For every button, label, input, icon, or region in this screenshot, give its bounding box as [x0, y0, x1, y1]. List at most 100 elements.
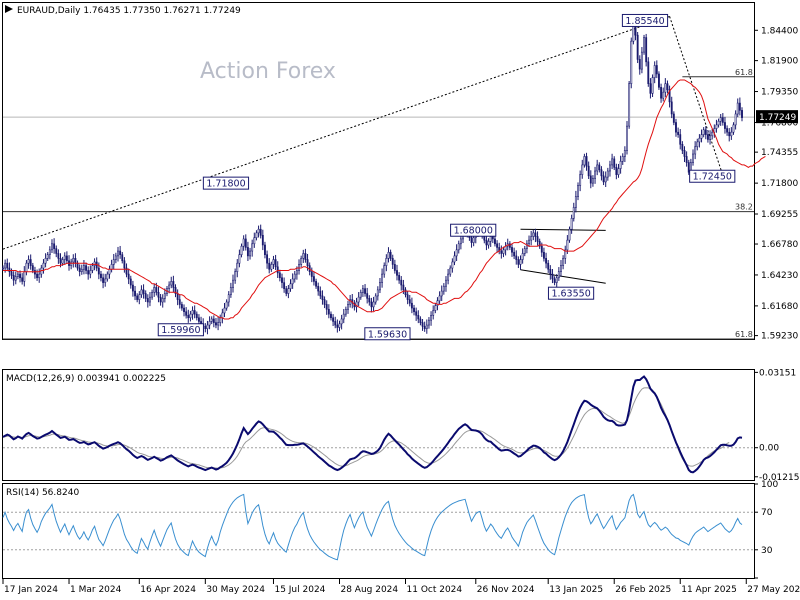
- candle-body: [361, 288, 364, 293]
- rsi-y-tick-label: 30: [761, 546, 773, 556]
- candle-body: [155, 287, 158, 293]
- candle-body: [117, 250, 119, 257]
- candle-body: [653, 65, 656, 78]
- candle-body: [144, 293, 147, 299]
- candle-body: [163, 293, 166, 299]
- candle-body: [470, 237, 473, 243]
- candle-body: [583, 156, 586, 166]
- candle-body: [183, 307, 185, 313]
- price-y-tick-label: 1.61680: [761, 302, 798, 312]
- candle-body: [129, 278, 132, 286]
- candle-body: [645, 37, 648, 63]
- candle-body: [655, 65, 658, 75]
- macd-y-axis: 0.03151 0.00 -0.012158: [754, 368, 800, 483]
- candle-body: [291, 278, 294, 285]
- symbol-header: EURAUD,Daily 1.76435 1.77350 1.76271 1.7…: [17, 6, 241, 16]
- candle-body: [259, 228, 262, 236]
- macd-y-tick-label: -0.012158: [759, 473, 800, 483]
- candle-body: [210, 318, 213, 322]
- x-tick-label: 26 Feb 2025: [615, 585, 671, 595]
- candle-body: [121, 254, 124, 262]
- candle-body: [93, 261, 96, 266]
- candle-body: [161, 298, 164, 303]
- price-annotation-box: [364, 327, 411, 341]
- candle-body: [240, 245, 243, 255]
- candle-body: [609, 164, 611, 172]
- candle-body: [398, 275, 401, 281]
- candle-body: [134, 290, 136, 297]
- candle-body: [438, 295, 441, 302]
- candle-body: [100, 273, 102, 279]
- candle-body: [208, 321, 211, 326]
- candle-body: [219, 317, 222, 323]
- candle-body: [606, 170, 609, 178]
- candle-body: [304, 253, 307, 260]
- candle-body: [487, 241, 490, 246]
- candle-body: [636, 34, 639, 60]
- candle-body: [528, 239, 530, 245]
- candle-body: [127, 273, 130, 280]
- candle-body: [551, 273, 554, 280]
- candle-body: [387, 251, 390, 259]
- candle-body: [85, 265, 87, 271]
- candle-body: [383, 265, 386, 275]
- candle-body: [692, 153, 694, 163]
- rsi-y-tick-label: 70: [761, 508, 773, 518]
- candle-body: [666, 83, 669, 91]
- candle-body: [44, 258, 47, 264]
- price-y-tick-label: 1.66780: [761, 240, 798, 250]
- candle-body: [204, 325, 207, 329]
- macd-main-line: [2, 375, 743, 474]
- price-annotation-box: [450, 223, 497, 237]
- price-annotation-label: 1.59630: [368, 329, 407, 340]
- candle-body: [630, 40, 633, 84]
- candle-body: [180, 304, 183, 309]
- candle-body: [562, 258, 565, 266]
- candle-body: [459, 238, 462, 245]
- candle-body: [195, 313, 198, 319]
- candle-body: [432, 310, 435, 316]
- candle-body: [153, 287, 156, 293]
- x-tick-label: 13 Jan 2025: [549, 585, 603, 595]
- candle-body: [410, 302, 413, 309]
- candle-body: [715, 124, 718, 129]
- candle-body: [540, 245, 543, 253]
- candle-body: [236, 262, 239, 272]
- candle-body: [119, 250, 122, 255]
- candle-body: [185, 311, 188, 316]
- candle-body: [319, 290, 322, 297]
- candle-body: [193, 310, 196, 315]
- candle-body: [421, 322, 424, 327]
- candle-body: [577, 185, 579, 197]
- price-annotations: 1.85540 1.71800 1.68000 1.63550 1.59960 1.596…: [157, 13, 736, 341]
- x-tick-label: 11 Apr 2025: [681, 585, 737, 595]
- candle-body: [283, 282, 286, 289]
- candle-body: [255, 232, 258, 239]
- candle-body: [338, 323, 341, 328]
- price-annotation-label: 1.68000: [454, 226, 493, 237]
- candle-body: [721, 117, 724, 123]
- candle-body: [125, 267, 128, 275]
- candle-body: [574, 196, 577, 208]
- candle-body: [23, 271, 26, 282]
- candle-body: [136, 295, 139, 300]
- candle-body: [89, 270, 92, 275]
- candle-body: [317, 285, 320, 292]
- price-annotation-box: [157, 323, 204, 337]
- candle-body: [557, 271, 560, 279]
- candle-body: [615, 167, 618, 175]
- candle-body: [545, 258, 548, 264]
- x-tick-label: 16 Apr 2024: [140, 585, 196, 595]
- candle-body: [415, 311, 418, 316]
- candle-body: [268, 262, 271, 270]
- candle-body: [513, 251, 516, 257]
- candle-body: [732, 124, 735, 133]
- candle-body: [400, 279, 403, 286]
- candle-body: [572, 207, 575, 219]
- candle-body: [366, 293, 369, 299]
- candle-body: [730, 131, 733, 137]
- candle-body: [74, 258, 77, 264]
- candle-body: [227, 294, 230, 303]
